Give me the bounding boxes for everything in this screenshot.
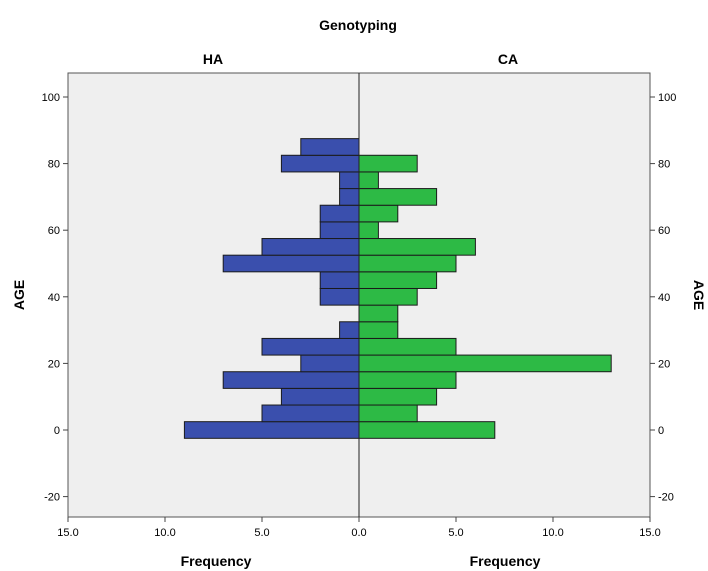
- y-axis-title-left: AGE: [11, 280, 27, 310]
- bar-ha-age-55: [261, 238, 360, 256]
- bar-ha-age-85: [300, 138, 360, 156]
- y-tick-label-left: 0: [54, 425, 60, 437]
- y-tick-label-left: -20: [44, 492, 60, 504]
- ticks-layer: -20 -20 0 0 20 20 40 40 60 60 80 80 100 100 15.0 10.0 5.…: [42, 92, 677, 539]
- bar-ca-age-55: [358, 238, 476, 256]
- bar-ca-age-50: [358, 254, 457, 273]
- bar-ca-age-10: [358, 387, 438, 406]
- x-tick-label-left: 0.0: [351, 527, 366, 539]
- bar-ca-age-40: [358, 287, 418, 306]
- x-tick-label-left: 10.0: [154, 527, 175, 539]
- x-tick-label-left: 5.0: [254, 527, 269, 539]
- bar-ha-age-30: [339, 321, 360, 339]
- bar-ha-age-5: [261, 404, 360, 423]
- x-tick-label-right: 10.0: [542, 527, 563, 539]
- bar-ha-age-15: [222, 371, 360, 389]
- y-tick-label-right: -20: [658, 492, 674, 504]
- bar-ca-age-20: [358, 354, 612, 373]
- bar-ha-age-80: [280, 154, 360, 173]
- bar-ha-age-20: [300, 354, 360, 373]
- x-tick-label-right: 5.0: [448, 527, 463, 539]
- bar-ha-age-60: [319, 221, 360, 240]
- bar-ha-age-10: [280, 387, 360, 406]
- bar-ca-age-80: [358, 154, 418, 173]
- bar-ca-age-0: [358, 421, 496, 439]
- bar-ca-age-75: [358, 171, 379, 190]
- x-axis-title-left: Frequency: [181, 553, 252, 569]
- y-tick-label-left: 60: [48, 225, 60, 237]
- bar-ca-age-45: [358, 271, 438, 289]
- x-tick-label-right: 15.0: [639, 527, 660, 539]
- y-tick-label-left: 20: [48, 358, 60, 370]
- bar-ca-age-60: [358, 221, 379, 240]
- y-tick-label-right: 100: [658, 92, 676, 104]
- bar-ha-age-75: [339, 171, 360, 190]
- bar-ca-age-70: [358, 188, 438, 206]
- y-tick-label-left: 40: [48, 292, 60, 304]
- bar-ha-age-65: [319, 204, 360, 223]
- y-tick-label-right: 80: [658, 159, 670, 171]
- bar-ha-age-0: [183, 421, 360, 439]
- x-tick-label-left: 15.0: [57, 527, 78, 539]
- bar-ha-age-25: [261, 337, 360, 356]
- y-tick-label-right: 40: [658, 292, 670, 304]
- panel-title-ca: CA: [498, 51, 518, 67]
- y-tick-label-right: 20: [658, 358, 670, 370]
- bar-ha-age-50: [222, 254, 360, 273]
- bar-ca-age-65: [358, 204, 399, 223]
- bar-ca-age-25: [358, 337, 457, 356]
- y-tick-label-right: 60: [658, 225, 670, 237]
- y-tick-label-right: 0: [658, 425, 664, 437]
- y-tick-label-left: 80: [48, 159, 60, 171]
- x-axis-title-right: Frequency: [470, 553, 541, 569]
- bar-ha-age-45: [319, 271, 360, 289]
- bar-ca-age-5: [358, 404, 418, 423]
- bar-ha-age-40: [319, 287, 360, 306]
- y-tick-label-left: 100: [42, 92, 60, 104]
- y-axis-title-right: AGE: [691, 280, 707, 310]
- bars-layer: [183, 138, 612, 439]
- bar-ca-age-15: [358, 371, 457, 389]
- bar-ca-age-30: [358, 321, 399, 339]
- panel-title-ha: HA: [203, 51, 223, 67]
- bar-ha-age-70: [339, 188, 360, 206]
- bar-ca-age-35: [358, 304, 399, 323]
- chart-title: Genotyping: [319, 17, 397, 33]
